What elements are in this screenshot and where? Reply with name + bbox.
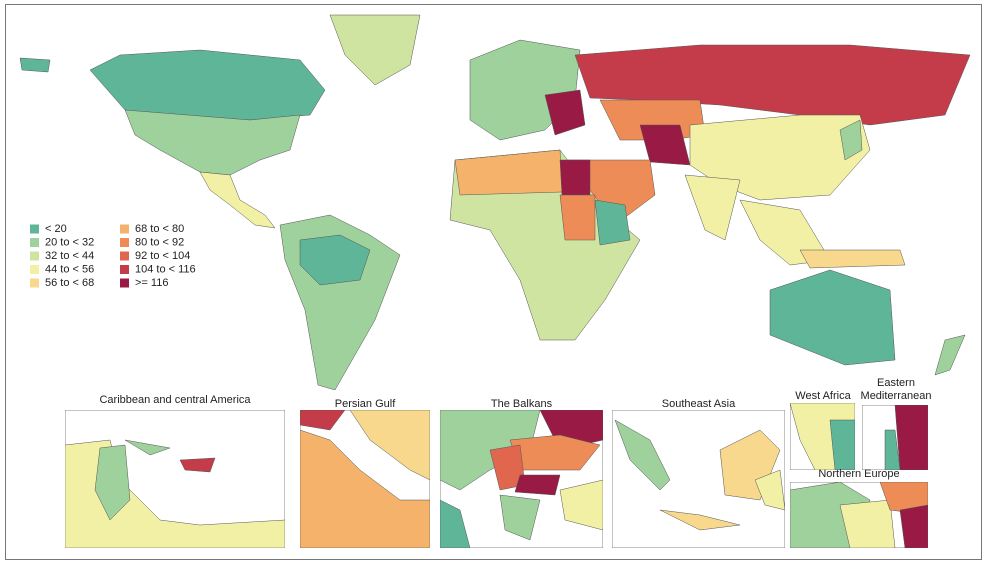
region: [574, 44, 971, 126]
region: [559, 194, 596, 241]
region: [594, 199, 631, 246]
region: [300, 429, 430, 548]
legend-swatch: [30, 278, 39, 288]
legend-swatch: [30, 224, 39, 234]
legend-label: 32 to < 44: [45, 250, 94, 262]
inset-title: Southeast Asia: [661, 398, 736, 410]
region: [684, 174, 741, 241]
inset-title: West Africa: [795, 390, 851, 402]
region: [829, 419, 855, 470]
legend-label: 68 to < 80: [135, 223, 184, 235]
region: [19, 57, 51, 73]
region: [349, 410, 430, 481]
frame: [5, 4, 982, 560]
region: [799, 249, 906, 269]
region: [894, 405, 928, 470]
inset-map: [440, 410, 603, 548]
legend-label: < 20: [45, 223, 67, 235]
inset-title: Caribbean and central America: [99, 394, 251, 406]
legend-label: 80 to < 92: [135, 236, 184, 248]
region: [199, 171, 276, 229]
region: [94, 444, 131, 521]
region: [124, 109, 301, 176]
region: [689, 114, 871, 201]
region: [559, 159, 591, 196]
inset-title: Northern Europe: [818, 468, 900, 480]
legend-label: >= 116: [135, 277, 168, 289]
region: [839, 119, 863, 161]
inset-map: [862, 405, 928, 470]
region: [884, 429, 901, 470]
inset-title: Eastern Mediterranean: [860, 377, 932, 402]
world: [19, 14, 971, 391]
region: [934, 334, 966, 376]
inset-map: [300, 410, 430, 548]
inset-map: [790, 482, 928, 548]
legend-label: 56 to < 68: [45, 277, 94, 289]
region: [659, 509, 741, 531]
legend-label: 104 to < 116: [135, 263, 196, 275]
region: [124, 439, 171, 456]
region: [514, 474, 561, 496]
region: [899, 504, 928, 548]
region: [329, 14, 421, 86]
legend-swatch: [120, 224, 129, 234]
region: [754, 469, 785, 511]
region: [544, 89, 586, 136]
legend-swatch: [120, 238, 129, 247]
region: [299, 234, 371, 286]
region: [454, 149, 563, 196]
inset-map: [612, 410, 785, 548]
region: [614, 419, 671, 491]
region: [179, 457, 216, 473]
legend-swatch: [120, 251, 129, 261]
region: [839, 499, 896, 548]
inset-map: [790, 403, 855, 470]
inset-map: [65, 410, 285, 548]
region: [499, 494, 541, 541]
region: [769, 269, 896, 366]
region: [559, 479, 603, 531]
region: [89, 49, 326, 121]
region: [879, 482, 928, 516]
legend-label: 92 to < 104: [135, 250, 190, 262]
legend-swatch: [30, 265, 39, 274]
region: [440, 499, 471, 548]
legend-swatch: [30, 238, 39, 247]
legend-label: 44 to < 56: [45, 263, 94, 275]
legend-swatch: [120, 278, 129, 288]
region: [300, 410, 346, 431]
legend-swatch: [120, 265, 129, 274]
legend-swatch: [30, 251, 39, 261]
inset-title: The Balkans: [490, 398, 553, 410]
inset-title: Persian Gulf: [334, 398, 396, 410]
legend-label: 20 to < 32: [45, 236, 94, 248]
